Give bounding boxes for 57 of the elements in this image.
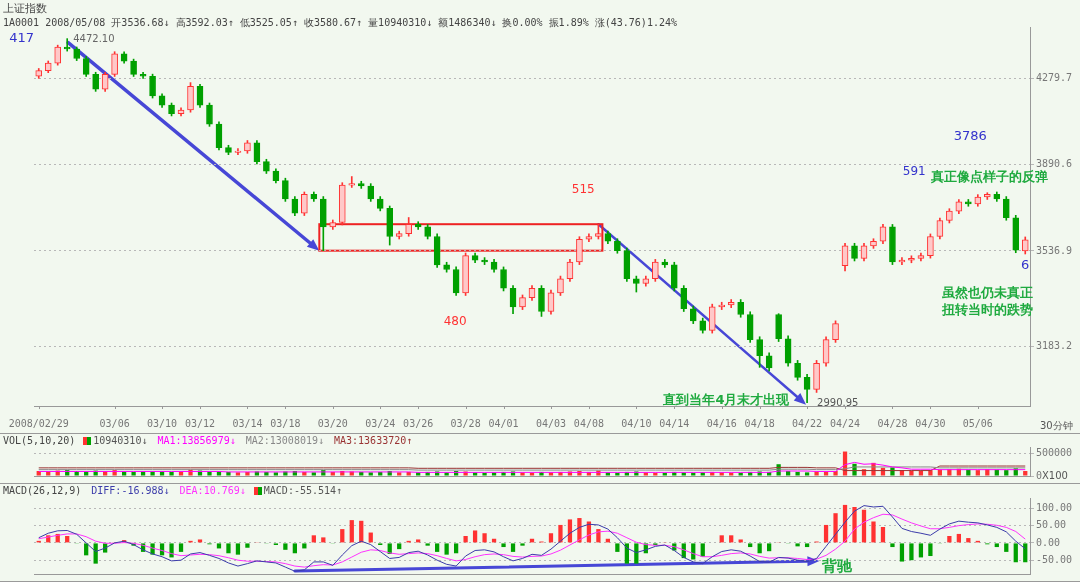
x-tick-label: 03/18: [270, 417, 301, 429]
x-tick-label: 03/14: [232, 417, 263, 429]
x-tick-label: 04/16: [706, 417, 737, 429]
x-tick-label: 04/28: [877, 417, 908, 429]
x-tick-label: 03/26: [403, 417, 434, 429]
y-tick-label: 0: [1036, 469, 1043, 481]
annotation: 背驰: [822, 556, 853, 577]
x-tick-label: 04/08: [573, 417, 604, 429]
text: MA2:13008019↓: [245, 435, 324, 446]
text: 30分钟: [1040, 419, 1073, 432]
x-tick-label: 04/14: [659, 417, 690, 429]
chart-title: MACD(26,12,9): [3, 485, 82, 496]
y-tick-label: 3183.2: [1036, 339, 1073, 351]
annotation: 515: [571, 181, 595, 198]
x-tick-label: 04/30: [915, 417, 946, 429]
annotation: 3786: [953, 127, 987, 145]
text: MA1:13856979↓: [157, 435, 236, 446]
x-tick-label: 04/01: [488, 417, 519, 429]
annotation: 直到当年4月末才出现: [663, 392, 790, 410]
y-tick-label: 100.00: [1036, 501, 1073, 513]
x-tick-label: 03/10: [147, 417, 178, 429]
x-tick-label: 03/20: [317, 417, 348, 429]
x-tick-label: 04/22: [792, 417, 823, 429]
annotation: 591: [902, 163, 926, 180]
x-tick-label: 04/18: [744, 417, 775, 429]
y-tick-label: 3890.6: [1036, 158, 1073, 170]
x-tick-label: 03/24: [365, 417, 396, 429]
legend-label: 10940310↓: [93, 435, 148, 446]
y-tick-label: 500000: [1036, 446, 1073, 458]
chart-subtitle: 1A0001 2008/05/08 开3536.68↓ 高3592.03↑ 低3525.05↑ 收3580.67↑ 量10940310↓ 额1486340↓ 换0.00% 振1.89% 涨(43.76)1.24%: [3, 16, 677, 30]
x-tick-label: 05/06: [962, 417, 993, 429]
chart-title: 上证指数: [3, 2, 47, 15]
text: MA3:13633720↑: [334, 435, 413, 446]
text: DIFF:-16.988↓: [91, 485, 170, 496]
y-tick-label: -50.00: [1036, 553, 1073, 565]
legend-label: MACD:-55.514↑: [263, 485, 343, 496]
annotation: 6: [1021, 257, 1030, 275]
chart-title: VOL(5,10,20): [3, 435, 76, 446]
x-tick-label: 04/03: [535, 417, 567, 429]
annotation: 真正像点样子的反弹: [930, 169, 1048, 186]
x-tick-label: 03/28: [450, 417, 481, 429]
y-tick-label: 50.00: [1036, 519, 1067, 531]
annotation: 4472.10: [73, 32, 115, 46]
x-tick-label: 04/24: [829, 417, 861, 429]
text: X100: [1042, 469, 1068, 482]
text: DEA:10.769↓: [179, 485, 246, 496]
x-tick-label: 03/12: [184, 417, 216, 429]
y-tick-label: 3536.9: [1036, 244, 1073, 256]
annotation: 480: [443, 314, 467, 330]
y-tick-label: 0.00: [1036, 536, 1061, 548]
annotation: 2990.95: [817, 396, 859, 410]
x-tick-label: 03/06: [99, 417, 130, 429]
annotation: 虽然也仍未真正扭转当时的跌势: [942, 285, 1035, 320]
x-tick-label: 04/10: [621, 417, 652, 429]
annotation: 417: [9, 30, 34, 48]
y-tick-label: 4279.7: [1036, 72, 1073, 84]
x-tick-label: 2008/02/29: [8, 417, 69, 429]
